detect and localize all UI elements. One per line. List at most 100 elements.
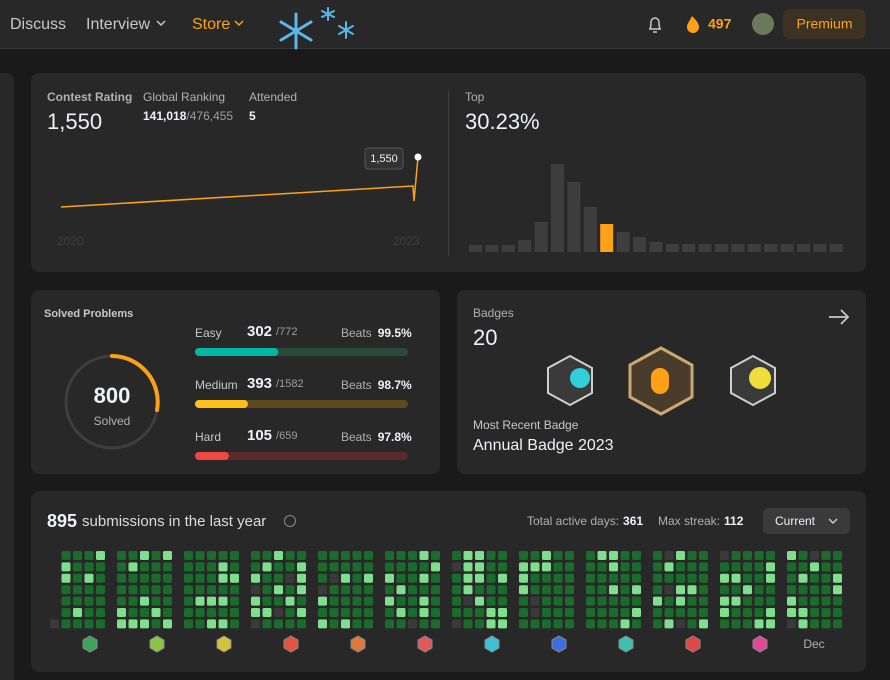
heatmap-cell <box>251 608 260 617</box>
heatmap-cell <box>408 573 417 583</box>
heatmap-cell <box>431 551 440 560</box>
bell-icon[interactable] <box>649 17 661 33</box>
heatmap-cell <box>833 551 842 560</box>
heatmap-cell <box>754 619 764 629</box>
heatmap-cell <box>766 596 775 606</box>
heatmap-cell <box>117 619 126 629</box>
heatmap-cell <box>96 596 105 606</box>
heatmap-cell <box>117 551 126 560</box>
heatmap-cell <box>140 551 149 560</box>
dropdown[interactable] <box>763 508 850 534</box>
heatmap-cell <box>218 608 228 617</box>
histogram-bar <box>813 244 827 252</box>
heatmap-cell <box>128 585 138 595</box>
heatmap-cell <box>787 596 796 606</box>
heatmap-cell <box>61 585 71 595</box>
heatmap-cell <box>341 551 350 560</box>
info-icon[interactable] <box>284 515 296 527</box>
histogram-bar <box>682 244 696 252</box>
heatmap-cell <box>653 585 662 595</box>
heatmap-cell <box>798 551 808 560</box>
heatmap-cell <box>117 585 126 595</box>
ranking-total: /476,455 <box>186 109 233 123</box>
heatmap-cell <box>597 562 607 572</box>
heatmap-cell <box>230 608 239 617</box>
heatmap-cell <box>597 619 607 629</box>
progress-fill <box>195 452 229 460</box>
heatmap-cell <box>486 596 496 606</box>
heatmap-cell <box>329 608 339 617</box>
heatmap-cell <box>486 608 496 617</box>
heatmap-cell <box>798 585 808 595</box>
heatmap-cell <box>687 608 697 617</box>
heatmap-cell <box>676 608 685 617</box>
nav-link[interactable]: Interview <box>86 16 150 33</box>
premium-button[interactable] <box>783 9 866 39</box>
nav-link[interactable]: Store <box>192 16 230 33</box>
heatmap-cell <box>586 585 595 595</box>
heatmap-cell <box>96 573 105 583</box>
heatmap-cell <box>798 562 808 572</box>
heatmap-cell <box>385 596 394 606</box>
heatmap-cell <box>285 562 295 572</box>
heatmap-cell <box>787 573 796 583</box>
heatmap-cell <box>262 596 272 606</box>
histogram-bar <box>501 245 515 252</box>
histogram-bar <box>600 224 614 252</box>
heatmap-cell <box>586 596 595 606</box>
beats-label: Beats <box>341 430 372 444</box>
heatmap-cell <box>218 573 228 583</box>
histogram-bar <box>551 164 564 252</box>
nav-link[interactable]: Discuss <box>10 16 66 33</box>
heatmap-cell <box>687 585 697 595</box>
heatmap-cell <box>687 562 697 572</box>
heatmap-cell <box>743 608 752 617</box>
heatmap-cell <box>352 608 362 617</box>
heatmap-cell <box>274 573 283 583</box>
heatmap-cell <box>218 562 228 572</box>
arrow[interactable] <box>829 309 850 325</box>
avatar[interactable] <box>752 13 774 35</box>
heatmap-cell <box>163 551 172 560</box>
heatmap-cell <box>431 608 440 617</box>
heatmap-cell <box>463 573 473 583</box>
heatmap-cell <box>84 573 94 583</box>
heatmap-cell <box>653 608 662 617</box>
heatmap-cell <box>463 619 473 629</box>
rating: 1,550 <box>47 109 102 134</box>
heatmap-cell <box>195 608 205 617</box>
premium-text[interactable]: Premium <box>796 16 852 32</box>
heatmap-cell <box>486 551 496 560</box>
heatmap-cell <box>84 608 94 617</box>
heatmap-cell <box>230 619 239 629</box>
heatmap-cell <box>408 608 417 617</box>
heatmap-cell <box>364 573 373 583</box>
heatmap-cell <box>664 596 674 606</box>
heatmap-cell <box>262 585 272 595</box>
heatmap-cell <box>431 619 440 629</box>
heatmap-cell <box>731 608 741 617</box>
recent-badge: Annual Badge 2023 <box>473 437 614 454</box>
heatmap-cell <box>653 619 662 629</box>
heatmap-cell <box>251 562 260 572</box>
heatmap-cell <box>285 608 295 617</box>
heatmap-cell <box>798 596 808 606</box>
heatmap-cell <box>632 573 641 583</box>
heatmap-cell <box>251 551 260 560</box>
heatmap-cell <box>184 585 193 595</box>
heatmap-cell <box>821 585 831 595</box>
beats-value: 99.5% <box>378 326 412 340</box>
heatmap-cell <box>352 585 362 595</box>
heatmap-cell <box>218 596 228 606</box>
heatmap-cell <box>766 619 775 629</box>
heatmap-cell <box>632 619 641 629</box>
dropdown-text[interactable]: Current <box>775 514 816 528</box>
heatmap-cell <box>720 608 729 617</box>
heatmap-cell <box>73 573 82 583</box>
histogram-bar <box>633 237 646 252</box>
badge-icons <box>547 346 776 416</box>
heatmap-cell <box>364 562 373 572</box>
heatmap-cell <box>61 551 71 560</box>
heatmap-cell <box>798 608 808 617</box>
heatmap-cell <box>218 551 228 560</box>
